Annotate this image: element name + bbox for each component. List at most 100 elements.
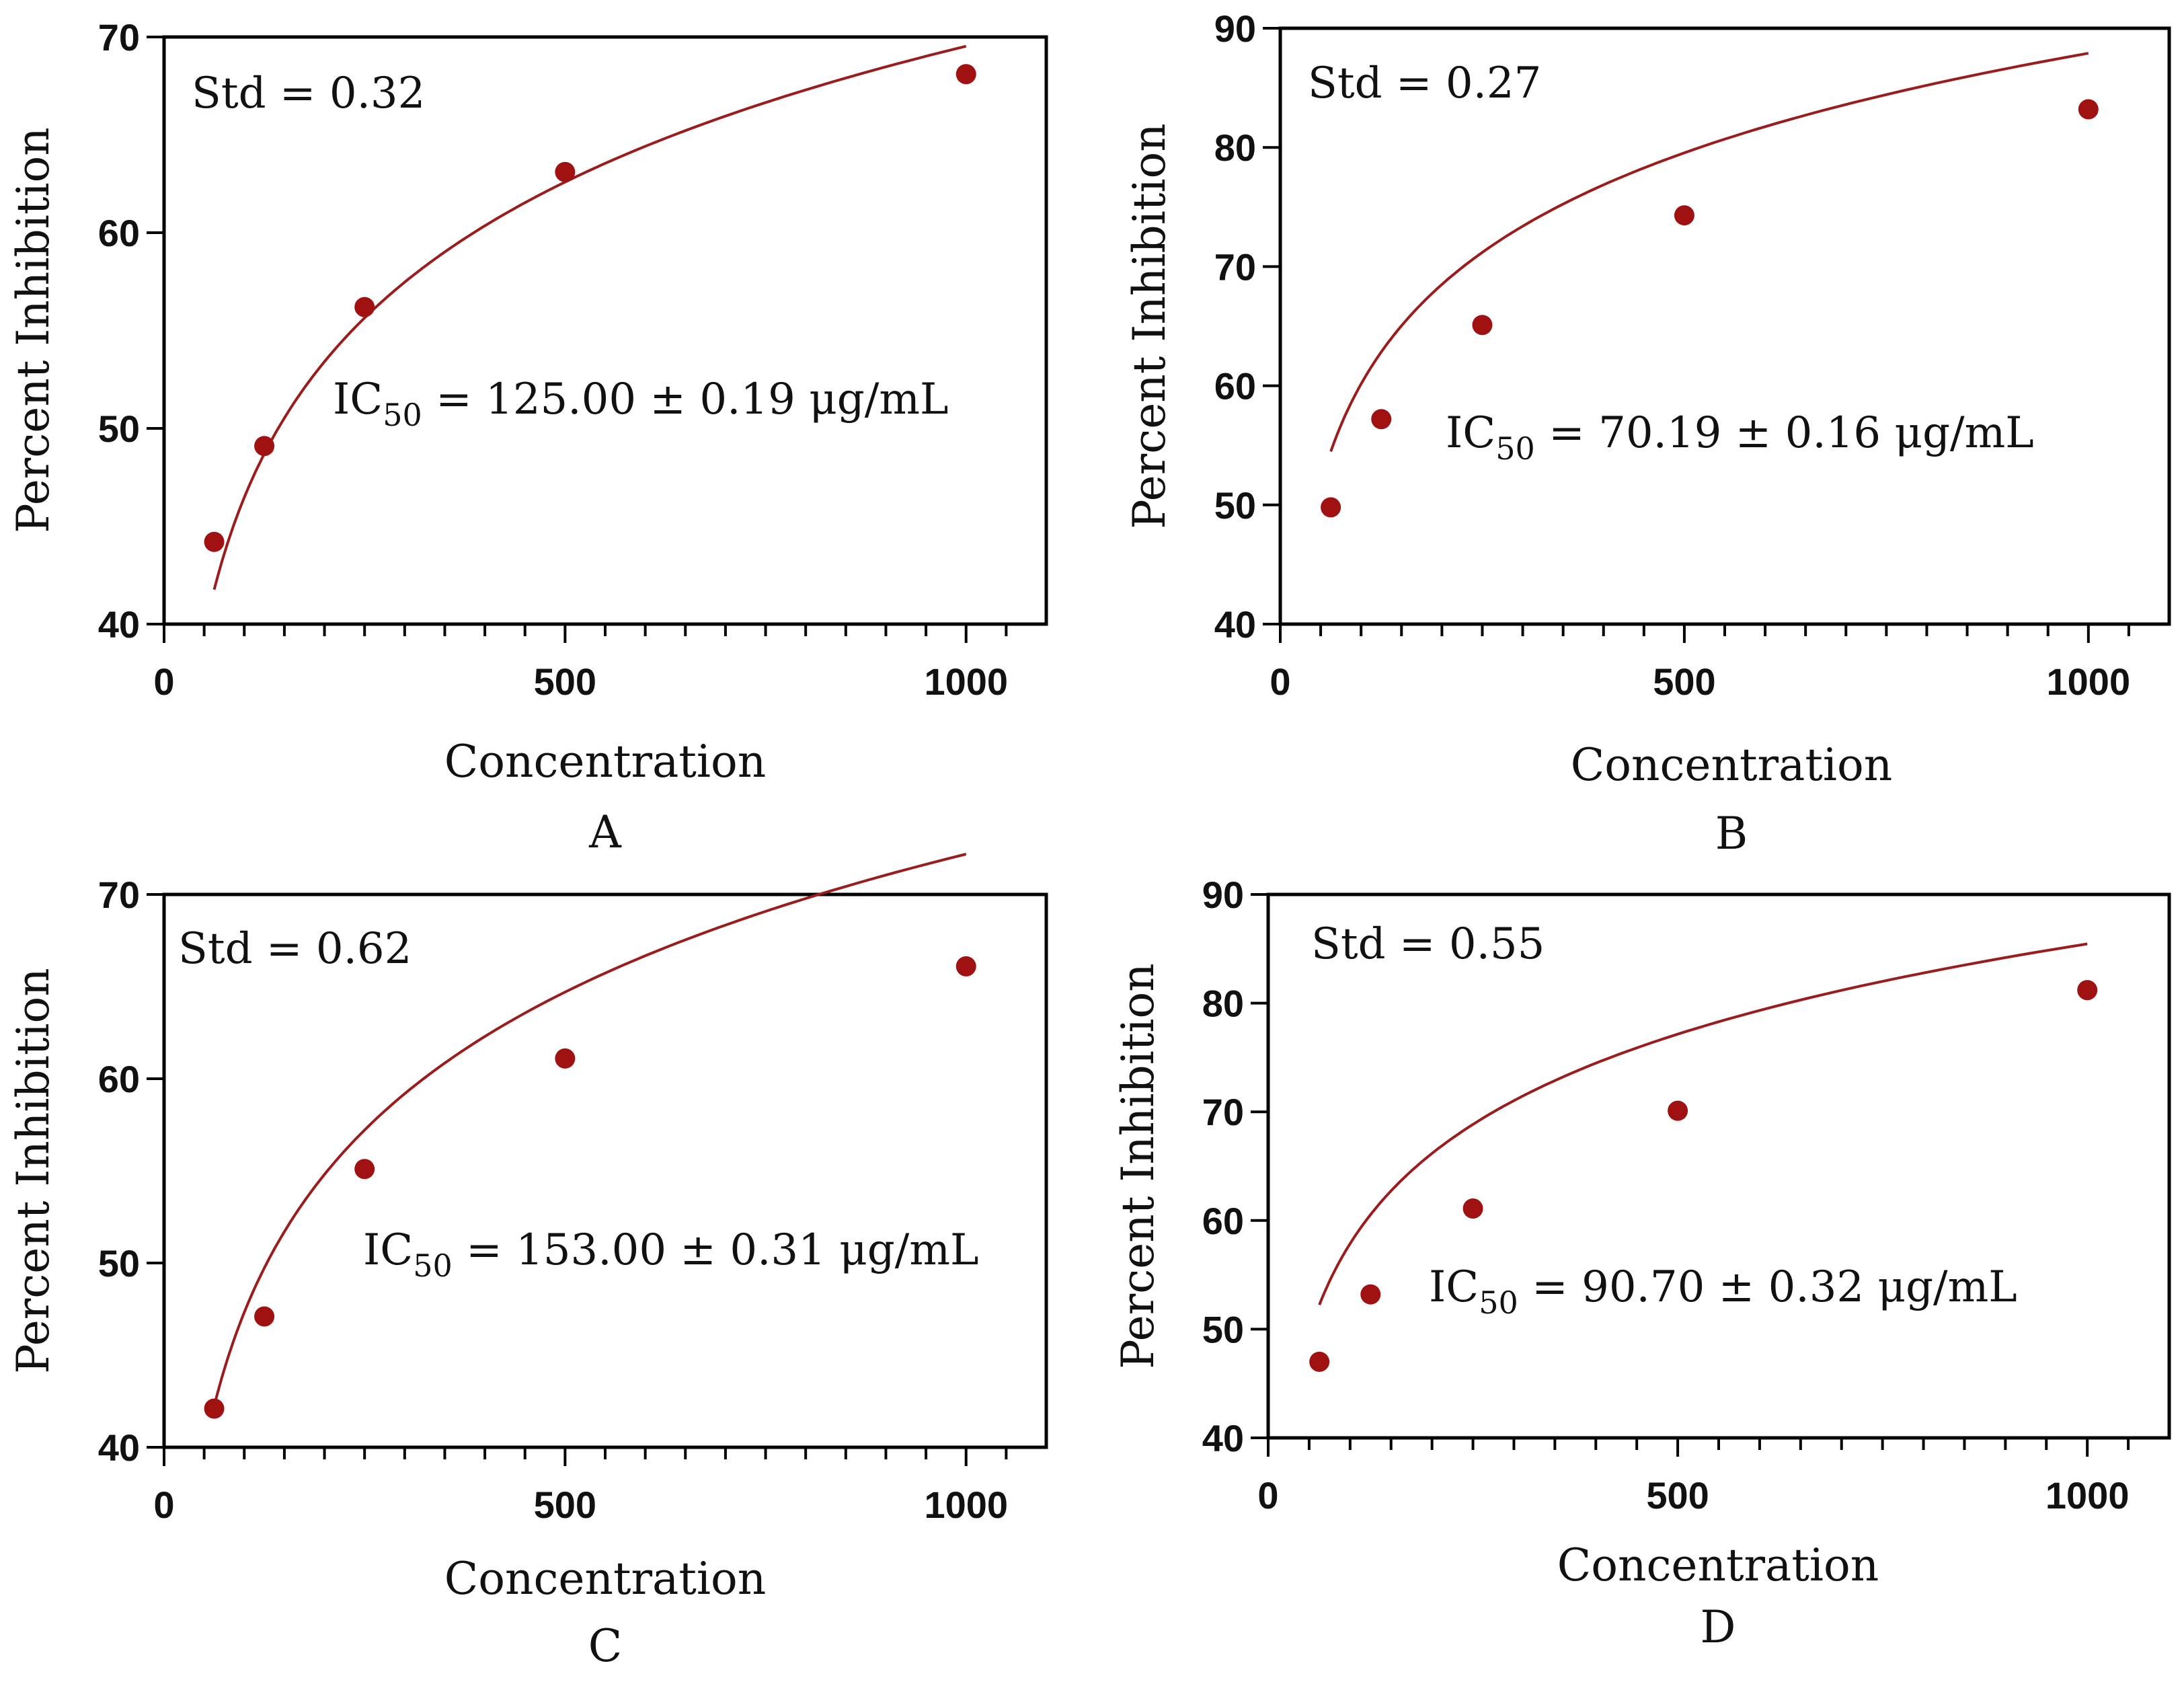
- y-axis-title: Percent Inhibition: [7, 127, 59, 533]
- y-tick-labels: 40 50 60 70 80 90: [1202, 874, 1244, 1459]
- x-tick-label: 1000: [924, 660, 1008, 703]
- plot-frame: [1278, 26, 2171, 626]
- plot-frame: [162, 892, 1048, 1449]
- fit-curve: [212, 44, 967, 590]
- chart-panel-c: 40 50 60 70 0 500 1000 Std = 0.62 IC50 =…: [7, 853, 1048, 1672]
- x-tick-label: 1000: [2047, 660, 2131, 703]
- data-point: [354, 1159, 375, 1180]
- data-point: [254, 436, 275, 457]
- x-tick-label: 500: [1653, 660, 1715, 703]
- ic50-prefix: IC: [333, 375, 383, 424]
- x-axis-title: Concentration: [1571, 739, 1893, 791]
- data-point: [1674, 205, 1694, 226]
- y-tick-label: 50: [1202, 1308, 1244, 1350]
- data-point: [1472, 315, 1493, 336]
- panel-label: B: [1715, 808, 1748, 859]
- x-axis-title: Concentration: [444, 736, 767, 788]
- data-point: [2077, 980, 2098, 1001]
- ic50-value: = 153.00 ± 0.31 μg/mL: [453, 1225, 979, 1275]
- data-point: [354, 297, 375, 317]
- data-point: [2078, 99, 2099, 120]
- ic50-value: = 90.70 ± 0.32 μg/mL: [1518, 1262, 2017, 1312]
- std-annotation: Std = 0.55: [1311, 919, 1545, 969]
- x-tick-label: 1000: [924, 1484, 1008, 1526]
- y-tick-label: 50: [98, 408, 140, 450]
- std-annotation: Std = 0.32: [192, 69, 425, 118]
- data-point: [1309, 1351, 1330, 1372]
- x-tick-label: 0: [1257, 1474, 1278, 1517]
- x-tick-label: 0: [1270, 660, 1290, 703]
- data-points: [204, 956, 976, 1419]
- y-tick-label: 80: [1202, 983, 1244, 1025]
- y-tick-label: 70: [1202, 1091, 1244, 1133]
- y-tick-label: 60: [1214, 365, 1256, 408]
- ic50-prefix: IC: [1429, 1262, 1479, 1312]
- y-tick-labels: 40 50 60 70: [98, 874, 140, 1469]
- ic50-annotation: IC50 = 153.00 ± 0.31 μg/mL: [363, 1225, 979, 1284]
- x-tick-label: 0: [153, 660, 174, 703]
- data-point: [254, 1306, 275, 1327]
- ic50-annotation: IC50 = 125.00 ± 0.19 μg/mL: [333, 375, 949, 433]
- y-tick-label: 70: [98, 16, 140, 59]
- ic50-prefix: IC: [363, 1225, 413, 1275]
- ic50-value: = 125.00 ± 0.19 μg/mL: [422, 375, 949, 424]
- x-tick-labels: 0 500 1000: [1270, 660, 2130, 703]
- chart-panel-d: 40 50 60 70 80 90 0 500 1000 Std = 0.55 …: [1112, 874, 2171, 1653]
- x-tick-labels: 0 500 1000: [153, 1484, 1008, 1526]
- std-annotation: Std = 0.62: [178, 924, 412, 974]
- y-tick-label: 50: [1214, 484, 1256, 527]
- y-tick-labels: 40 50 60 70: [98, 16, 140, 646]
- y-tick-label: 60: [1202, 1200, 1244, 1242]
- y-tick-label: 40: [1214, 603, 1256, 646]
- x-tick-label: 500: [1646, 1474, 1709, 1517]
- axis-ticks: [1263, 27, 2130, 643]
- data-point: [956, 956, 976, 977]
- fit-curve: [212, 853, 967, 1407]
- y-tick-label: 80: [1214, 126, 1256, 169]
- axis-ticks: [147, 36, 1008, 643]
- y-tick-label: 70: [98, 874, 140, 916]
- x-tick-labels: 0 500 1000: [153, 660, 1008, 703]
- data-point: [1462, 1198, 1483, 1219]
- panel-label: D: [1701, 1601, 1736, 1653]
- chart-panel-b: 40 50 60 70 80 90 0 500 1000 Std = 0.27 …: [1124, 7, 2171, 859]
- plot-frame: [1266, 892, 2171, 1440]
- y-axis-title: Percent Inhibition: [1124, 123, 1175, 529]
- data-points: [1321, 99, 2099, 518]
- panel-label: C: [588, 1620, 623, 1672]
- y-tick-label: 40: [1202, 1417, 1244, 1459]
- ic50-subscript: 50: [413, 1248, 453, 1284]
- data-point: [555, 1048, 576, 1069]
- ic50-subscript: 50: [1479, 1285, 1518, 1321]
- x-tick-label: 0: [153, 1484, 174, 1526]
- y-axis-title: Percent Inhibition: [7, 968, 59, 1374]
- x-tick-label: 1000: [2045, 1474, 2130, 1517]
- x-axis-title: Concentration: [444, 1553, 767, 1605]
- ic50-value: = 70.19 ± 0.16 μg/mL: [1535, 408, 2034, 458]
- ic50-annotation: IC50 = 90.70 ± 0.32 μg/mL: [1429, 1262, 2017, 1321]
- data-point: [1668, 1100, 1688, 1121]
- axis-ticks: [1251, 893, 2130, 1457]
- data-points: [1309, 980, 2098, 1372]
- data-point: [956, 64, 976, 85]
- y-tick-label: 70: [1214, 245, 1256, 288]
- y-tick-label: 90: [1214, 7, 1256, 50]
- fit-curve: [1329, 52, 2089, 452]
- std-annotation: Std = 0.27: [1308, 59, 1541, 108]
- chart-panel-a: 40 50 60 70 0 500 1000 Std = 0.32 IC50 =…: [7, 16, 1048, 858]
- axis-ticks: [147, 893, 1008, 1466]
- y-tick-label: 40: [98, 603, 140, 646]
- y-tick-labels: 40 50 60 70 80 90: [1214, 7, 1256, 646]
- y-axis-title: Percent Inhibition: [1112, 963, 1164, 1369]
- y-tick-label: 90: [1202, 874, 1244, 916]
- data-point: [555, 161, 576, 182]
- y-tick-label: 60: [98, 212, 140, 254]
- data-points: [204, 64, 976, 552]
- ic50-prefix: IC: [1446, 408, 1495, 458]
- data-point: [204, 531, 225, 552]
- plot-frame: [162, 35, 1048, 626]
- fit-curve: [1318, 942, 2088, 1305]
- y-tick-label: 50: [98, 1242, 140, 1285]
- data-point: [1371, 409, 1392, 430]
